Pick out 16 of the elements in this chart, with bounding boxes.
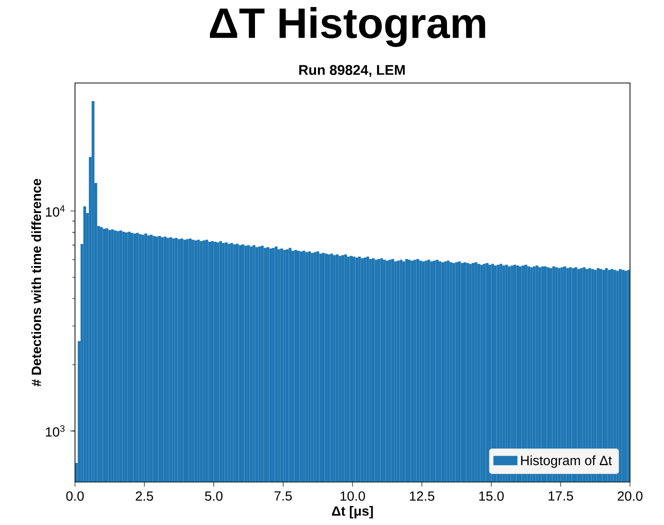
chart-title: ΔT Histogram	[210, 7, 486, 47]
legend-label: Histogram of Δt	[521, 455, 612, 468]
x-tick-label: 15.0	[479, 491, 504, 501]
x-axis-title: Δt [μs]	[332, 506, 373, 518]
x-tick-label: 7.5	[274, 491, 292, 501]
x-tick-label: 10.0	[340, 491, 365, 501]
x-tick-label: 5.0	[205, 491, 223, 501]
y-axis-title: # Detections with time difference	[31, 178, 42, 386]
x-tick-label: 0.0	[66, 491, 84, 501]
y-tick-label: 10$^{3}$	[46, 425, 65, 437]
x-tick-label: 17.5	[548, 491, 574, 501]
y-tick-label: 10$^{4}$	[46, 205, 65, 217]
x-tick-label: 12.5	[410, 491, 434, 501]
x-tick-label: 2.5	[136, 491, 154, 501]
chart-subtitle: Run 89824, LEM	[299, 65, 405, 77]
x-tick-label: 20.0	[618, 491, 642, 501]
